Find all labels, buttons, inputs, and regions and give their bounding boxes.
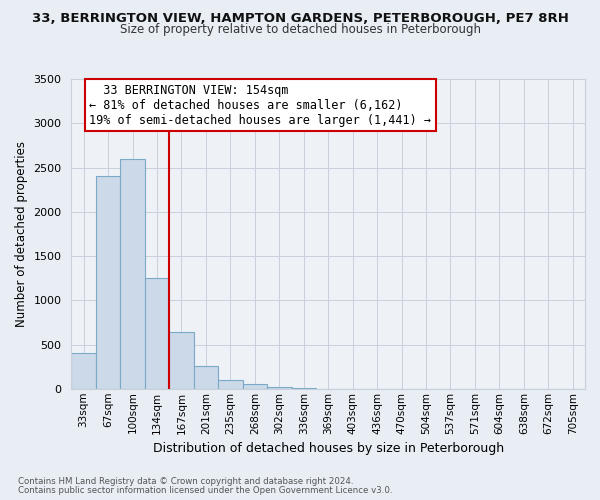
Y-axis label: Number of detached properties: Number of detached properties xyxy=(15,141,28,327)
Bar xyxy=(218,380,242,389)
Text: 33 BERRINGTON VIEW: 154sqm
← 81% of detached houses are smaller (6,162)
19% of s: 33 BERRINGTON VIEW: 154sqm ← 81% of deta… xyxy=(89,84,431,126)
Bar xyxy=(96,176,121,389)
Bar xyxy=(194,366,218,389)
Bar xyxy=(121,158,145,389)
Text: Size of property relative to detached houses in Peterborough: Size of property relative to detached ho… xyxy=(119,22,481,36)
Bar xyxy=(242,384,267,389)
Bar xyxy=(267,386,292,389)
X-axis label: Distribution of detached houses by size in Peterborough: Distribution of detached houses by size … xyxy=(152,442,504,455)
Text: Contains public sector information licensed under the Open Government Licence v3: Contains public sector information licen… xyxy=(18,486,392,495)
Bar xyxy=(71,354,96,389)
Bar xyxy=(145,278,169,389)
Bar xyxy=(292,388,316,389)
Bar xyxy=(169,332,194,389)
Text: 33, BERRINGTON VIEW, HAMPTON GARDENS, PETERBOROUGH, PE7 8RH: 33, BERRINGTON VIEW, HAMPTON GARDENS, PE… xyxy=(32,12,568,26)
Text: Contains HM Land Registry data © Crown copyright and database right 2024.: Contains HM Land Registry data © Crown c… xyxy=(18,477,353,486)
